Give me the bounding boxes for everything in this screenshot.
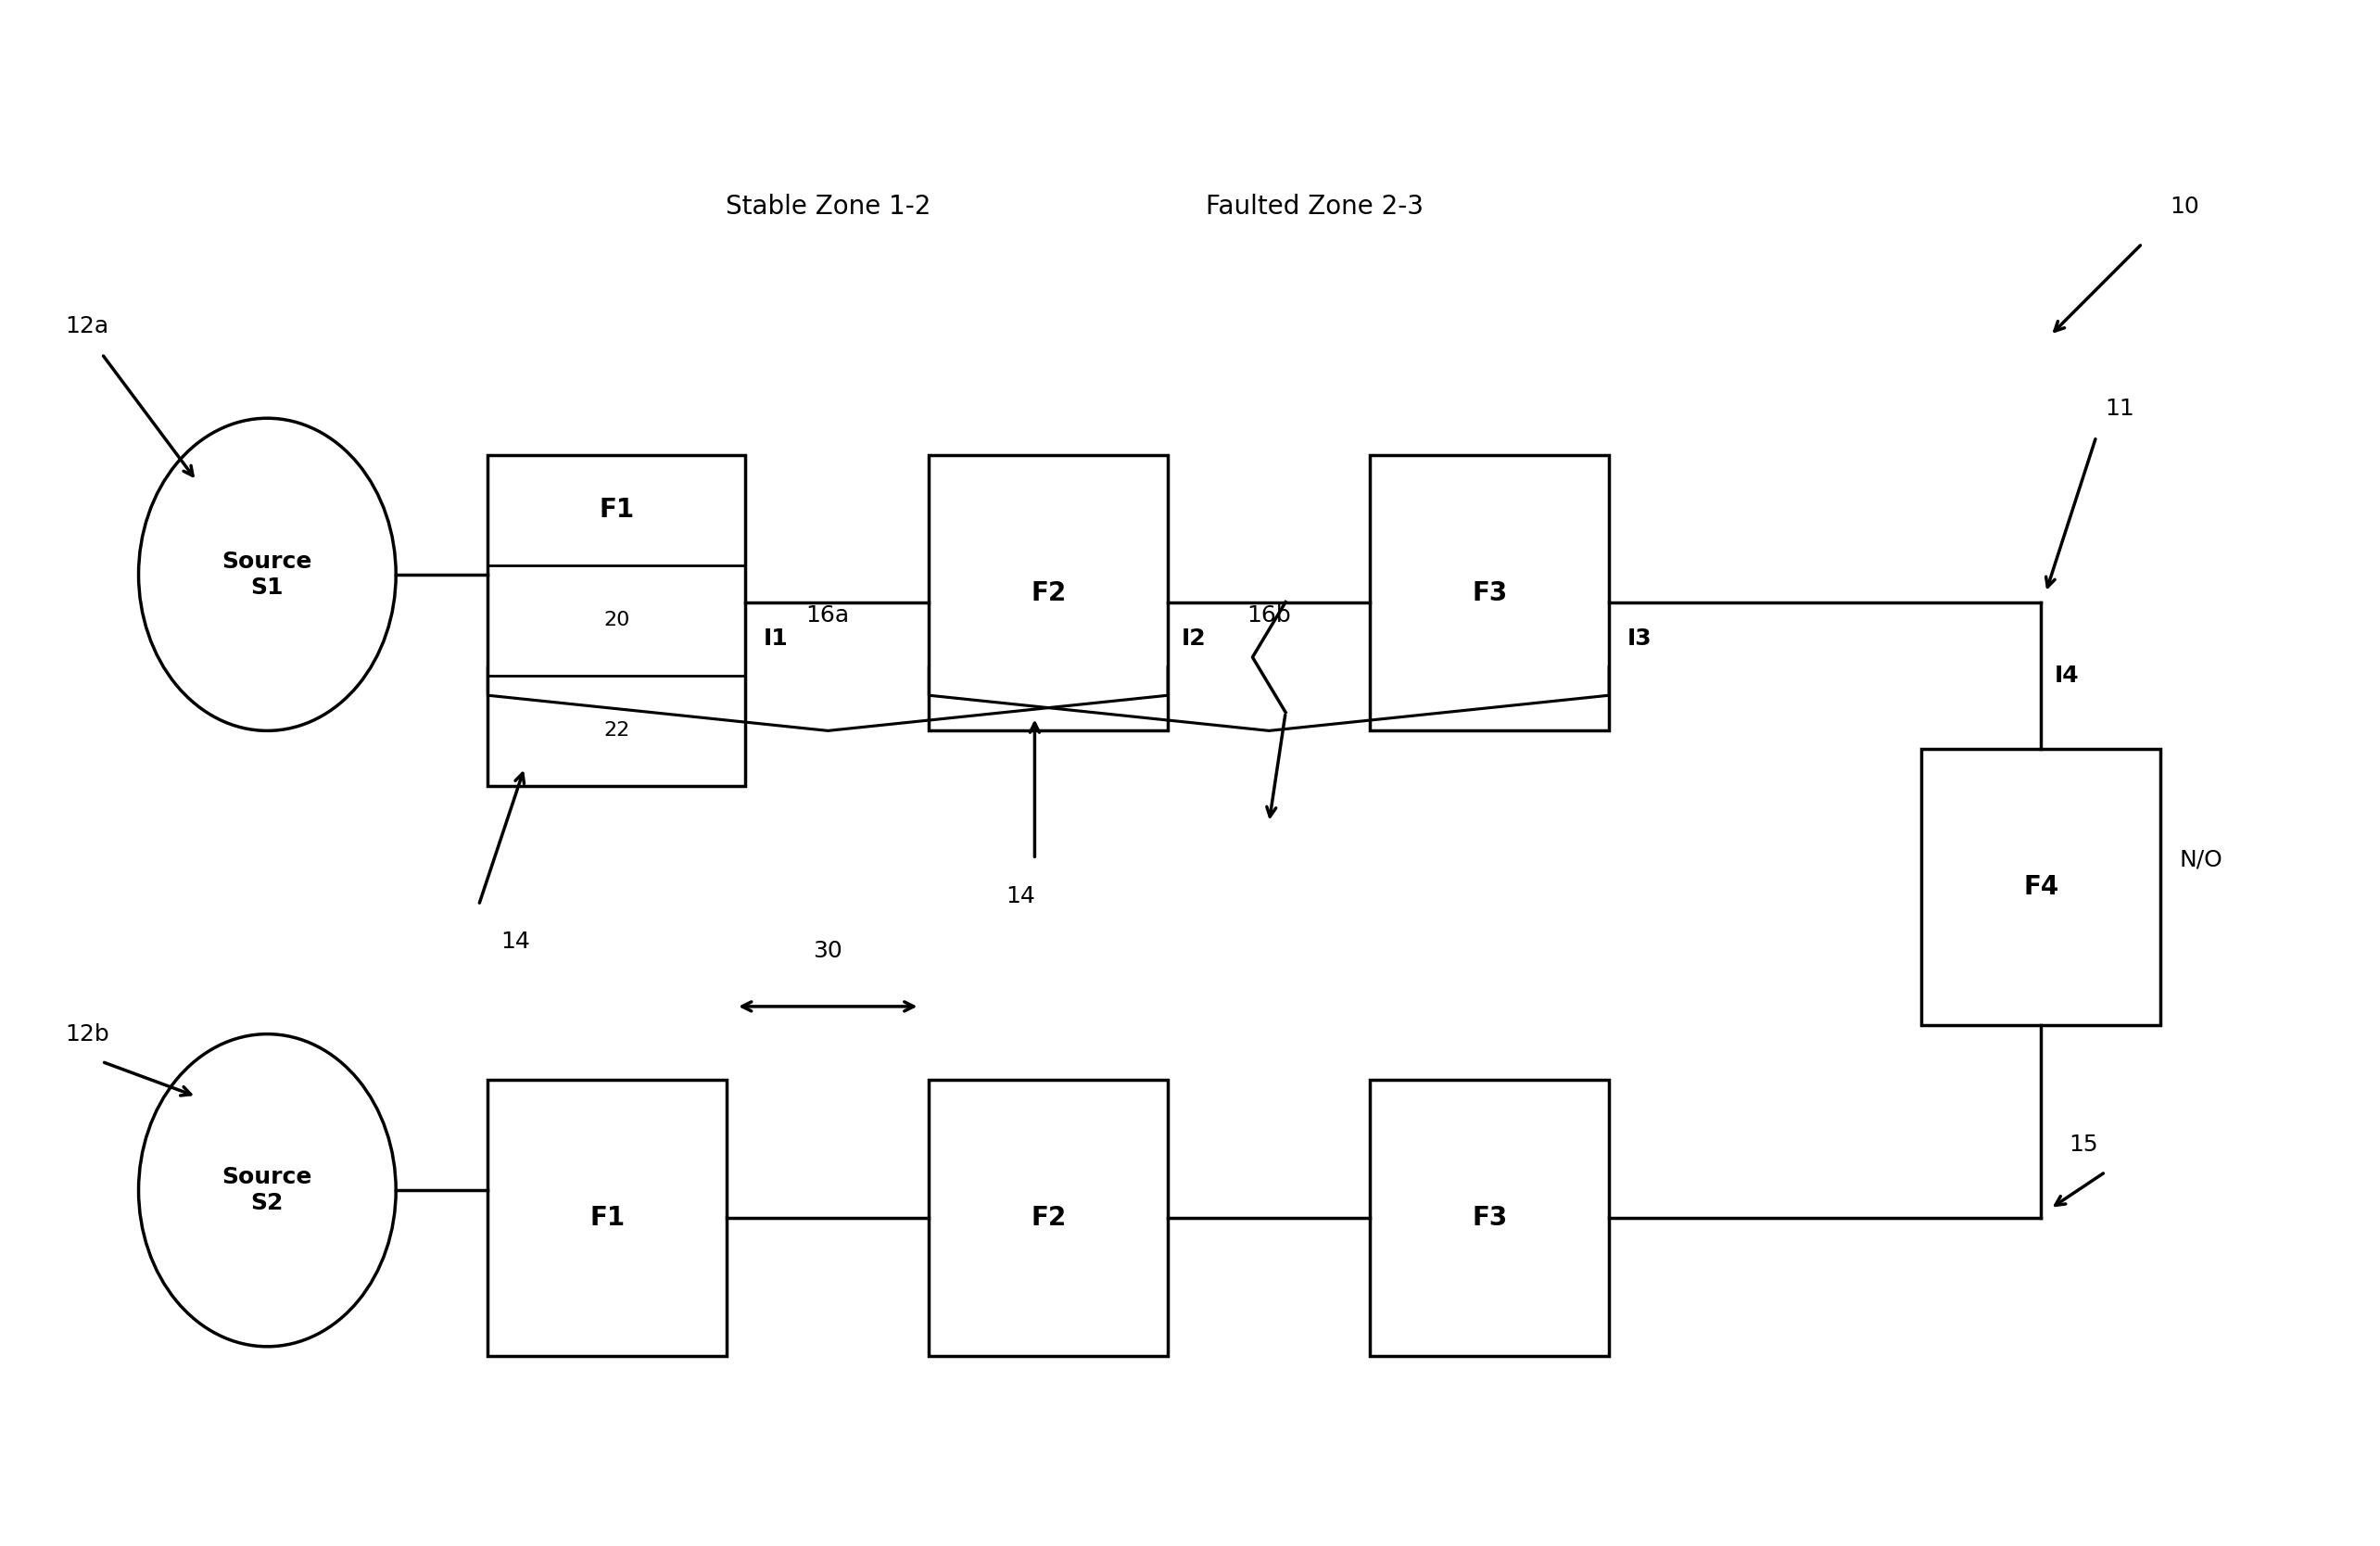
Bar [1371, 455, 1609, 731]
Text: F1: F1 [590, 1204, 626, 1231]
Text: 10: 10 [2171, 196, 2199, 218]
Text: F3: F3 [1471, 1204, 1507, 1231]
Bar [928, 455, 1169, 731]
Text: 22: 22 [605, 722, 631, 741]
Bar [488, 455, 745, 785]
Text: F1: F1 [600, 498, 633, 523]
Text: I2: I2 [1183, 628, 1207, 649]
Text: Source
S1: Source S1 [221, 550, 312, 598]
Text: 16b: 16b [1247, 604, 1292, 628]
Text: 11: 11 [2106, 397, 2135, 421]
Text: Stable Zone 1-2: Stable Zone 1-2 [726, 193, 931, 220]
Text: I4: I4 [2054, 665, 2080, 686]
Text: Source
S2: Source S2 [221, 1166, 312, 1214]
Bar [488, 1081, 726, 1356]
Bar [1921, 750, 2161, 1025]
Bar [1371, 1081, 1609, 1356]
Text: 20: 20 [605, 611, 631, 629]
Bar [928, 1081, 1169, 1356]
Text: 14: 14 [1007, 884, 1035, 908]
Text: 12a: 12a [64, 315, 109, 337]
Text: Faulted Zone 2-3: Faulted Zone 2-3 [1207, 193, 1423, 220]
Text: F3: F3 [1471, 580, 1507, 606]
Text: F2: F2 [1031, 580, 1066, 606]
Text: 12b: 12b [64, 1023, 109, 1045]
Text: I3: I3 [1628, 628, 1652, 649]
Text: N/O: N/O [2180, 849, 2223, 870]
Text: 16a: 16a [807, 604, 850, 628]
Text: 14: 14 [500, 931, 531, 954]
Text: I1: I1 [764, 628, 788, 649]
Text: 15: 15 [2068, 1133, 2097, 1155]
Text: F4: F4 [2023, 873, 2059, 900]
Text: F2: F2 [1031, 1204, 1066, 1231]
Text: 30: 30 [814, 940, 843, 963]
